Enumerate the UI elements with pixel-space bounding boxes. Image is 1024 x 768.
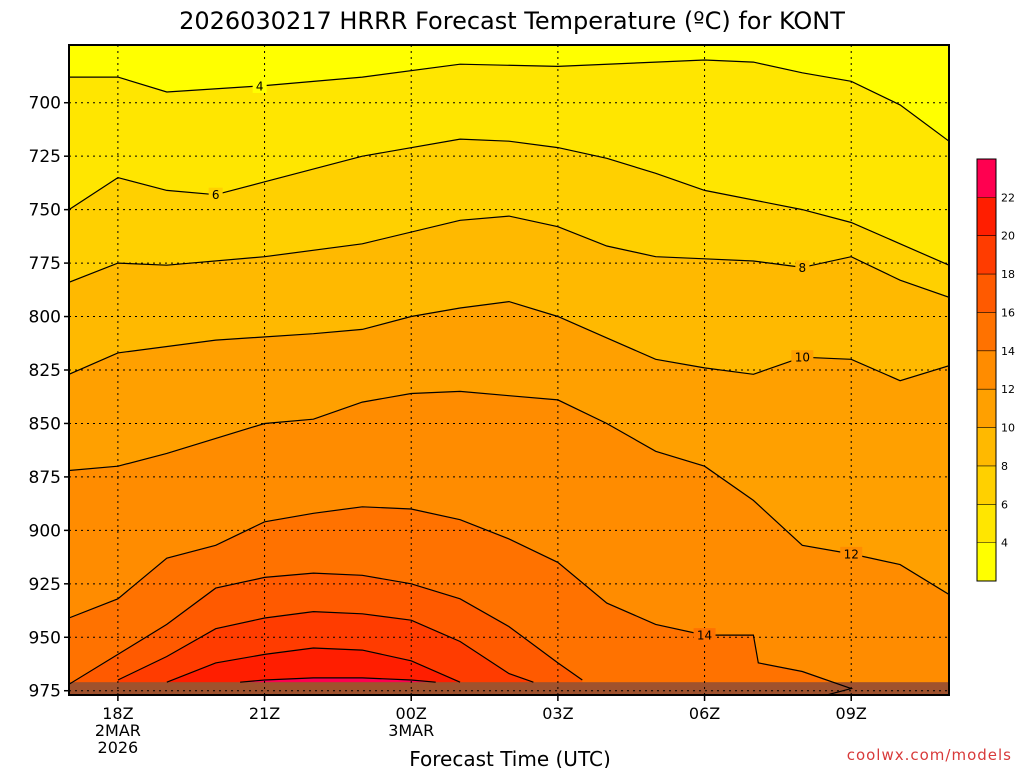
y-tick-label-875: 875 xyxy=(29,468,61,488)
contour-line-14 xyxy=(69,506,854,695)
colorbar-label-14: 14 xyxy=(1001,345,1015,358)
colorbar-swatch-2 xyxy=(977,542,996,581)
x-tick-label-09Z: 09Z xyxy=(836,704,867,723)
y-tick-label-750: 750 xyxy=(29,201,61,221)
colorbar-swatch-4 xyxy=(977,504,996,543)
y-tick-label-950: 950 xyxy=(29,628,61,648)
y-tick-label-975: 975 xyxy=(29,682,61,702)
colorbar-label-16: 16 xyxy=(1001,306,1015,319)
contour-label-10: 10 xyxy=(795,351,810,365)
colorbar-swatch-10 xyxy=(977,389,996,428)
y-tick-label-925: 925 xyxy=(29,575,61,595)
ground-band xyxy=(69,682,949,695)
contour-line-20 xyxy=(166,647,461,683)
x-tick-label-21Z: 21Z xyxy=(249,704,280,723)
contour-line-22 xyxy=(240,677,436,683)
y-tick-label-900: 900 xyxy=(29,521,61,541)
contour-line-10 xyxy=(69,300,949,382)
ground-layer xyxy=(69,682,949,695)
contour-label-bg-6 xyxy=(208,187,223,202)
colorbar-label-20: 20 xyxy=(1001,230,1015,243)
x-tick-label-18Z: 18Z 2MAR 2026 xyxy=(95,704,141,757)
colorbar-swatch-20 xyxy=(977,197,996,236)
contour-label-layer: 4 6 8 10 12 14 xyxy=(208,78,863,643)
contour-line-12 xyxy=(69,390,949,596)
colorbar-frame xyxy=(976,158,997,582)
contour-line-8 xyxy=(69,215,949,298)
x-tick-label-03Z: 03Z xyxy=(542,704,573,723)
contour-line-18 xyxy=(117,610,534,683)
colorbar-label-10: 10 xyxy=(1001,422,1015,435)
x-tick-label-00Z: 00Z 3MAR xyxy=(388,704,434,740)
colorbar: 4 6 8 10 12 14 16 18 20 22 xyxy=(976,158,1015,582)
contour-line-6 xyxy=(69,138,949,266)
y-tick-label-850: 850 xyxy=(29,414,61,434)
colorbar-label-18: 18 xyxy=(1001,268,1015,281)
colorbar-label-22: 22 xyxy=(1001,191,1015,204)
contour-label-4: 4 xyxy=(256,79,264,93)
y-tick-label-800: 800 xyxy=(29,308,61,328)
y-axis: 700 725 750 775 800 825 850 875 900 925 950 975 xyxy=(29,94,69,702)
contour-label-bg-12 xyxy=(840,546,863,561)
colorbar-swatch-12 xyxy=(977,350,996,390)
contour-label-bg-10 xyxy=(791,350,814,365)
contour-label-12: 12 xyxy=(844,547,859,561)
y-tick-label-725: 725 xyxy=(29,147,61,167)
contour-label-14: 14 xyxy=(697,629,712,643)
contour-fill-layer xyxy=(69,45,949,695)
colorbar-swatch-16 xyxy=(977,274,996,313)
colorbar-label-8: 8 xyxy=(1001,460,1008,473)
colorbar-swatch-14 xyxy=(977,312,996,351)
y-tick-label-700: 700 xyxy=(29,94,61,114)
contour-label-6: 6 xyxy=(212,188,220,202)
colorbar-swatch-8 xyxy=(977,427,996,466)
contour-label-bg-4 xyxy=(252,78,267,93)
colorbar-label-4: 4 xyxy=(1001,537,1008,550)
colorbar-swatch-6 xyxy=(977,465,996,505)
contour-line-16 xyxy=(69,572,583,685)
colorbar-label-12: 12 xyxy=(1001,383,1015,396)
chart-title: 2026030217 HRRR Forecast Temperature (ºC… xyxy=(179,7,845,35)
y-tick-label-825: 825 xyxy=(29,361,61,381)
colorbar-swatch-18 xyxy=(977,235,996,275)
contour-label-bg-14 xyxy=(693,628,716,643)
contour-label-bg-8 xyxy=(795,260,810,275)
x-axis-label: Forecast Time (UTC) xyxy=(409,747,611,768)
credit-text: coolwx.com/models xyxy=(847,746,1012,764)
contour-line-4 xyxy=(69,59,949,142)
x-axis: 18Z 2MAR 2026 21Z 00Z 3MAR 03Z 06Z 09Z xyxy=(95,695,867,757)
contour-line-layer xyxy=(69,59,949,695)
contour-label-8: 8 xyxy=(799,261,807,275)
colorbar-label-6: 6 xyxy=(1001,498,1008,511)
x-tick-label-06Z: 06Z xyxy=(689,704,720,723)
y-tick-label-775: 775 xyxy=(29,254,61,274)
colorbar-swatch-22 xyxy=(977,159,996,198)
